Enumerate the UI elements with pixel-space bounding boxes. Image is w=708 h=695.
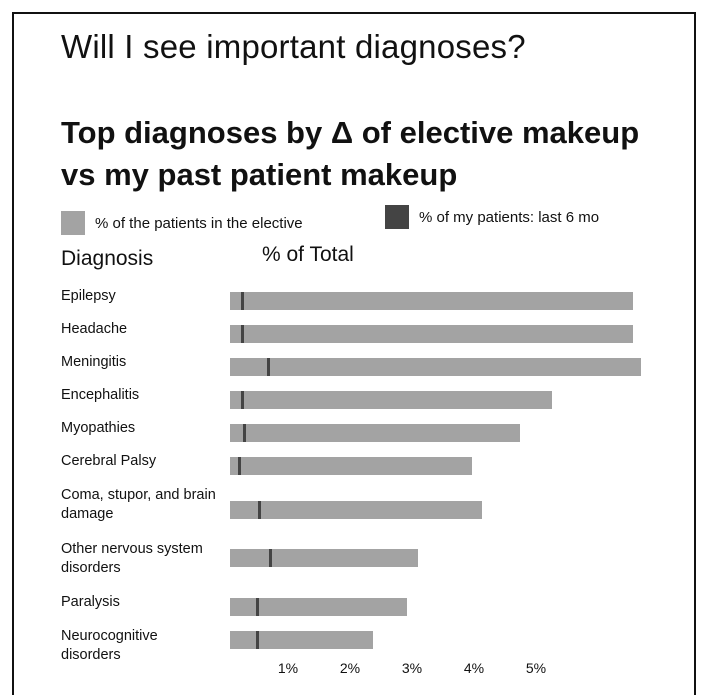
- marker-my-patients: [269, 549, 273, 567]
- category-label: Myopathies: [61, 420, 136, 436]
- category-label: Epilepsy: [61, 288, 116, 304]
- marker-my-patients: [241, 325, 245, 343]
- legend-label-elective: % of the patients in the elective: [95, 214, 303, 232]
- category-label: Paralysis: [61, 594, 120, 610]
- chart-subtitle: Top diagnoses by Δ of elective makeup vs…: [61, 115, 640, 192]
- page-title: Will I see important diagnoses?: [61, 28, 526, 65]
- bar-elective: [230, 424, 520, 442]
- category-label: Meningitis: [61, 354, 127, 370]
- marker-my-patients: [241, 292, 245, 310]
- x-tick-label: 2%: [339, 660, 361, 676]
- marker-my-patients: [267, 358, 271, 376]
- legend-label-mine: % of my patients: last 6 mo: [419, 208, 600, 226]
- column-header-diagnosis: Diagnosis: [61, 247, 154, 270]
- x-tick-label: 3%: [401, 660, 423, 676]
- bar-elective: [230, 391, 553, 409]
- category-label: Cerebral Palsy: [61, 453, 157, 469]
- bar-elective: [230, 292, 633, 310]
- marker-my-patients: [243, 424, 247, 442]
- bar-elective: [230, 457, 472, 475]
- legend-swatch-elective: [61, 211, 85, 235]
- x-tick-label: 5%: [525, 660, 547, 676]
- bar-elective: [230, 549, 418, 567]
- column-header-percent: % of Total: [262, 243, 354, 266]
- category-label: Coma, stupor, and brain damage: [61, 487, 216, 522]
- legend-swatch-mine: [385, 205, 409, 229]
- category-label: Neurocognitive disorders: [61, 628, 158, 663]
- category-label: Other nervous system disorders: [61, 541, 203, 576]
- bar-elective: [230, 358, 642, 376]
- category-label: Encephalitis: [61, 387, 140, 403]
- bar-elective: [230, 598, 407, 616]
- legend-item-mine: % of my patients: last 6 mo: [385, 205, 599, 229]
- bar-elective: [230, 631, 373, 649]
- x-tick-label: 4%: [463, 660, 485, 676]
- marker-my-patients: [238, 457, 242, 475]
- legend-item-elective: % of the patients in the elective: [61, 211, 303, 235]
- marker-my-patients: [258, 501, 262, 519]
- chart-frame: [12, 12, 696, 695]
- x-tick-label: 1%: [277, 660, 299, 676]
- category-label: Headache: [61, 321, 128, 337]
- marker-my-patients: [241, 391, 245, 409]
- bar-elective: [230, 325, 633, 343]
- marker-my-patients: [255, 631, 259, 649]
- marker-my-patients: [255, 598, 259, 616]
- bar-elective: [230, 501, 483, 519]
